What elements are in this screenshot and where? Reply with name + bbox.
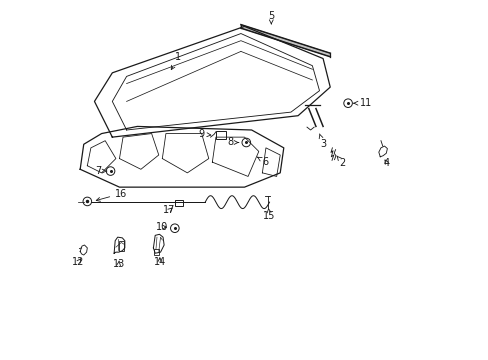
Bar [216, 131, 225, 139]
Bar [119, 241, 123, 251]
Text: 15: 15 [263, 208, 275, 221]
Text: 4: 4 [383, 158, 389, 168]
Text: 9: 9 [198, 129, 210, 139]
Text: 16: 16 [96, 189, 127, 201]
Text: 6: 6 [257, 157, 268, 167]
Text: 12: 12 [72, 257, 84, 267]
Polygon shape [241, 24, 329, 57]
Text: 17: 17 [163, 205, 175, 215]
Text: 5: 5 [267, 11, 274, 24]
Bar [154, 249, 159, 255]
Bar [175, 200, 183, 206]
Text: 8: 8 [227, 138, 238, 148]
Text: 1: 1 [171, 52, 181, 69]
Text: 14: 14 [153, 257, 165, 267]
Text: 7: 7 [95, 166, 106, 176]
Text: 11: 11 [353, 98, 371, 108]
Text: 3: 3 [319, 134, 325, 149]
Text: 13: 13 [112, 259, 124, 269]
Text: 2: 2 [336, 156, 345, 168]
Text: 10: 10 [155, 222, 167, 232]
